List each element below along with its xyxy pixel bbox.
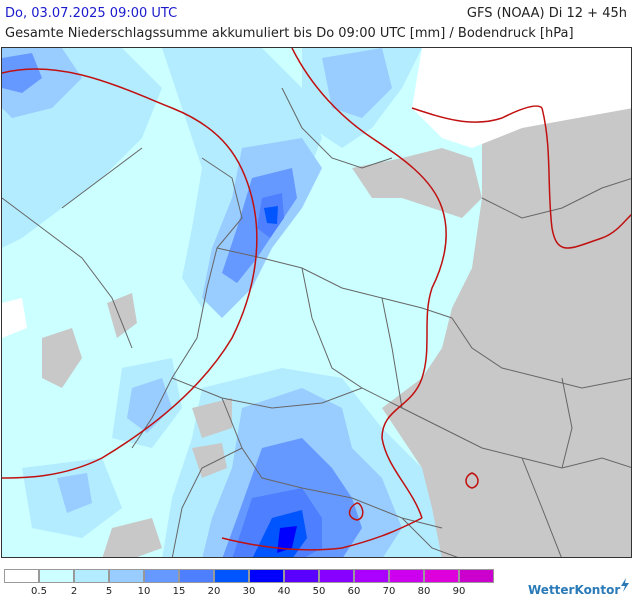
dry-land-northeast: [352, 148, 482, 218]
legend-tick-label: 70: [382, 586, 396, 597]
legend-tick-label: 20: [207, 586, 221, 597]
legend-swatch: [319, 569, 354, 583]
legend-swatch: [39, 569, 74, 583]
legend-swatch: [424, 569, 459, 583]
map-header: Do, 03.07.2025 09:00 UTC GFS (NOAA) Di 1…: [0, 0, 633, 46]
lightning-icon: [621, 578, 629, 592]
precip-band-5-10: [322, 48, 392, 118]
legend-swatch: [389, 569, 424, 583]
dry-land-east: [382, 108, 631, 557]
isobars: [2, 48, 631, 551]
legend-swatch: [179, 569, 214, 583]
legend-tick-label: 5: [105, 586, 113, 597]
dry-land-south: [192, 398, 232, 438]
country-borders: [2, 87, 631, 557]
dry-land-south: [102, 518, 162, 557]
dry-land-west: [42, 328, 82, 388]
precipitation-legend: [4, 569, 494, 585]
legend-tick-label: 15: [172, 586, 186, 597]
legend-tick-label: 60: [347, 586, 361, 597]
legend-swatch: [109, 569, 144, 583]
legend-swatch: [144, 569, 179, 583]
map-canvas: [2, 48, 631, 557]
dry-land-south: [192, 443, 227, 478]
legend-swatch: [4, 569, 39, 583]
legend-ticks: 0.5 2 5 10 15 20 30 40 50 60 70 80 90: [4, 586, 504, 600]
legend-tick-label: 2: [70, 586, 78, 597]
legend-swatch: [214, 569, 249, 583]
precip-band-10-15: [2, 53, 42, 93]
legend-tick-label: 10: [137, 586, 151, 597]
precip-band-30-40: [277, 526, 297, 553]
legend-swatch: [284, 569, 319, 583]
legend-tick-label: 50: [312, 586, 326, 597]
white-area: [2, 298, 27, 338]
precip-band-20-30: [264, 206, 278, 224]
precipitation-map[interactable]: [1, 47, 632, 558]
legend-swatch: [249, 569, 284, 583]
forecast-date: Do, 03.07.2025 09:00 UTC: [5, 6, 178, 21]
precip-band-5-10: [57, 473, 92, 513]
map-title: Gesamte Niederschlagssumme akkumuliert b…: [5, 26, 574, 41]
brand-logo: WetterKontor: [528, 583, 621, 597]
precip-band-5-10: [127, 378, 172, 433]
legend-tick-label: 0.5: [31, 586, 47, 597]
legend-tick-label: 40: [277, 586, 291, 597]
legend-swatch: [459, 569, 494, 583]
legend-tick-label: 80: [417, 586, 431, 597]
model-run: GFS (NOAA) Di 12 + 45h: [466, 6, 627, 21]
legend-swatch: [354, 569, 389, 583]
white-area: [412, 48, 631, 148]
legend-swatch: [74, 569, 109, 583]
legend-tick-label: 30: [242, 586, 256, 597]
legend-tick-label: 90: [452, 586, 466, 597]
